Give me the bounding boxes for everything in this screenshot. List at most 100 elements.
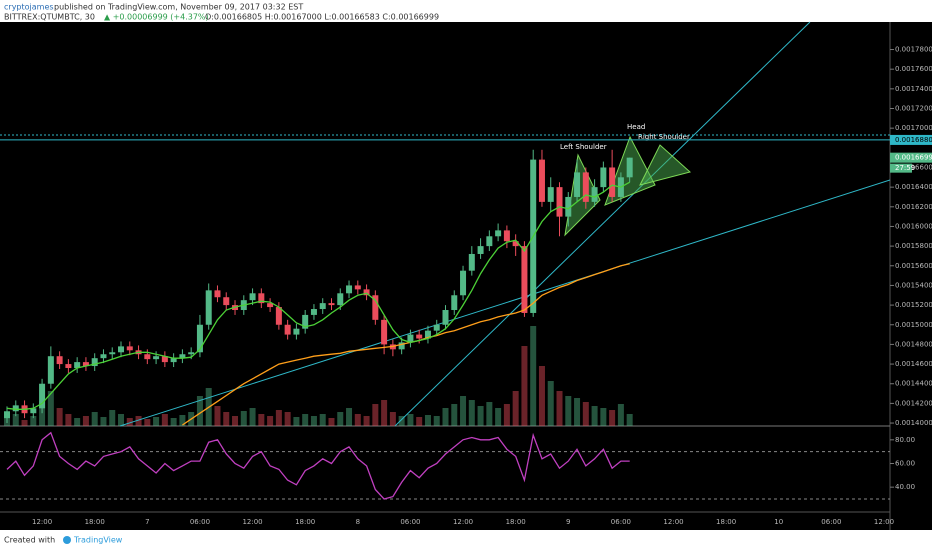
published: published on TradingView.com, November 0… bbox=[54, 3, 303, 12]
volume-bar bbox=[135, 416, 142, 426]
candle-body bbox=[556, 187, 563, 217]
volume-bar bbox=[582, 402, 589, 426]
x-tick-label: 8 bbox=[356, 518, 360, 526]
candle-body bbox=[319, 303, 326, 310]
candle-body bbox=[521, 246, 528, 313]
candle-body bbox=[574, 172, 581, 197]
volume-bar bbox=[65, 414, 72, 426]
last-price-tag bbox=[890, 152, 932, 163]
y-tick-label: 0.00170000 bbox=[895, 124, 932, 132]
candle-body bbox=[91, 358, 98, 367]
candle-body bbox=[363, 289, 370, 296]
volume-bar bbox=[398, 416, 405, 426]
volume-bar bbox=[214, 406, 221, 426]
x-tick-label: 10 bbox=[774, 518, 783, 526]
candle-body bbox=[442, 310, 449, 325]
volume-bar bbox=[556, 391, 563, 426]
candle-body bbox=[310, 309, 317, 315]
candle-body bbox=[179, 354, 186, 359]
x-tick-label: 18:00 bbox=[716, 518, 736, 526]
volume-bar bbox=[600, 408, 607, 426]
candle-body bbox=[275, 307, 282, 325]
candle-body bbox=[354, 285, 361, 290]
footer-created: Created with bbox=[4, 536, 55, 545]
volume-bar bbox=[503, 404, 510, 426]
candle-body bbox=[372, 295, 379, 320]
volume-bar bbox=[547, 381, 554, 426]
candle-body bbox=[600, 167, 607, 188]
candle-body bbox=[512, 241, 519, 247]
candle-body bbox=[188, 352, 195, 355]
volume-bar bbox=[495, 408, 502, 426]
x-tick-label: 7 bbox=[145, 518, 149, 526]
volume-bar bbox=[591, 406, 598, 426]
volume-bar bbox=[530, 326, 537, 426]
volume-bar bbox=[284, 412, 291, 426]
candle-body bbox=[82, 362, 89, 367]
volume-bar bbox=[328, 418, 335, 426]
candle-body bbox=[267, 303, 274, 308]
volume-bar bbox=[574, 398, 581, 426]
candle-body bbox=[495, 230, 502, 237]
volume-bar bbox=[354, 414, 361, 426]
candle-body bbox=[144, 354, 151, 360]
volume-bar bbox=[170, 418, 177, 426]
volume-bar bbox=[565, 396, 572, 426]
volume-bar bbox=[337, 412, 344, 426]
candle-body bbox=[451, 295, 458, 311]
pattern-left-shoulder bbox=[564, 153, 601, 237]
candle-body bbox=[56, 356, 63, 365]
volume-bar bbox=[626, 414, 633, 426]
rsi-tick-label: 40.00 bbox=[895, 483, 915, 491]
candle-body bbox=[468, 253, 475, 271]
candle-body bbox=[477, 246, 484, 254]
level-tag bbox=[890, 134, 932, 145]
volume-bar bbox=[346, 408, 353, 426]
volume-bar bbox=[310, 416, 317, 426]
symbol: BITTREX:QTUMBTC, 30 bbox=[4, 13, 95, 22]
candle-body bbox=[126, 346, 133, 351]
rsi-tick-label: 60.00 bbox=[895, 459, 915, 467]
candle-body bbox=[416, 334, 423, 339]
candle-body bbox=[161, 356, 168, 363]
candle-body bbox=[460, 270, 467, 296]
volume-bar bbox=[232, 416, 239, 426]
ma-fast bbox=[6, 181, 631, 410]
change: ▲ +0.00006999 (+4.37%) bbox=[104, 13, 209, 22]
ma-slow bbox=[182, 263, 630, 426]
candle-body bbox=[293, 328, 300, 335]
candle-body bbox=[118, 346, 125, 353]
volume-bar bbox=[424, 415, 431, 426]
volume-bar bbox=[617, 404, 624, 426]
candle-body bbox=[582, 172, 589, 202]
volume-bar bbox=[521, 346, 528, 426]
candle-body bbox=[302, 314, 309, 329]
volume-bar bbox=[118, 414, 125, 426]
volume-bar bbox=[433, 416, 440, 426]
candle-body bbox=[109, 352, 116, 355]
x-tick-label: 12:00 bbox=[663, 518, 683, 526]
volume-bar bbox=[223, 412, 230, 426]
candle-body bbox=[214, 290, 221, 298]
volume-bar bbox=[258, 414, 265, 426]
candle-body bbox=[12, 405, 19, 412]
x-tick-label: 06:00 bbox=[190, 518, 210, 526]
volume-bar bbox=[179, 415, 186, 426]
level-label: 0.00168803 bbox=[895, 136, 932, 144]
candle-body bbox=[591, 187, 598, 202]
volume-bar bbox=[91, 412, 98, 426]
candle-body bbox=[424, 330, 431, 339]
volume-bar bbox=[39, 401, 46, 426]
volume-bar bbox=[126, 418, 133, 426]
volume-bar bbox=[161, 414, 168, 426]
candle-body bbox=[170, 358, 177, 363]
